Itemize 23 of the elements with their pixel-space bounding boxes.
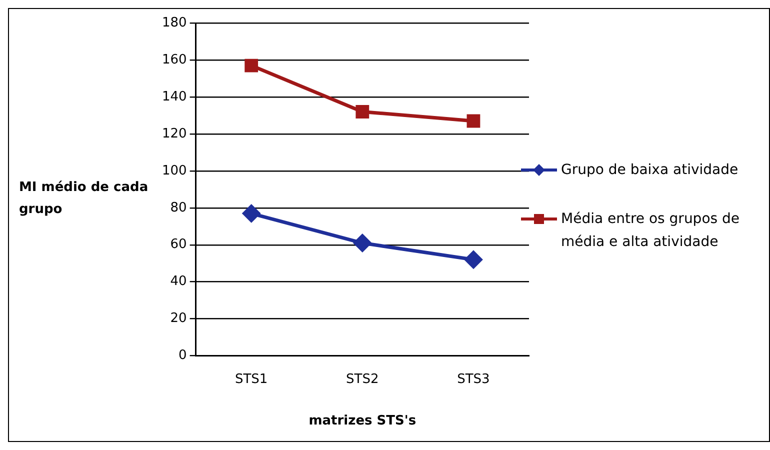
x-tick-label: STS1: [234, 372, 268, 387]
y-tick-label: 180: [162, 15, 187, 30]
legend-label: Grupo de baixa atividade: [561, 161, 738, 180]
point: [356, 105, 370, 118]
y-tick-label: 0: [178, 348, 187, 364]
point: [242, 204, 260, 222]
y-tick-label: 120: [162, 126, 187, 142]
y-tick-label: 160: [162, 52, 187, 68]
point: [354, 234, 372, 252]
legend-label: Média entre os grupos de média e alta atividade: [561, 210, 741, 252]
point: [466, 114, 480, 128]
y-tick-label: 140: [162, 89, 187, 104]
y-tick-label: 40: [170, 274, 187, 290]
y-tick-label: 80: [170, 200, 187, 216]
x-axis-title: matrizes STS's: [308, 414, 416, 429]
y-tick-label: 20: [170, 311, 187, 326]
y-axis-title: MI médio de cada grupo: [19, 179, 149, 219]
point: [464, 250, 482, 268]
x-tick-label: STS2: [346, 372, 379, 387]
point: [244, 58, 258, 72]
x-tick-label: STS3: [457, 372, 490, 387]
y-tick-label: 60: [170, 237, 187, 252]
y-tick-label: 100: [162, 163, 187, 178]
